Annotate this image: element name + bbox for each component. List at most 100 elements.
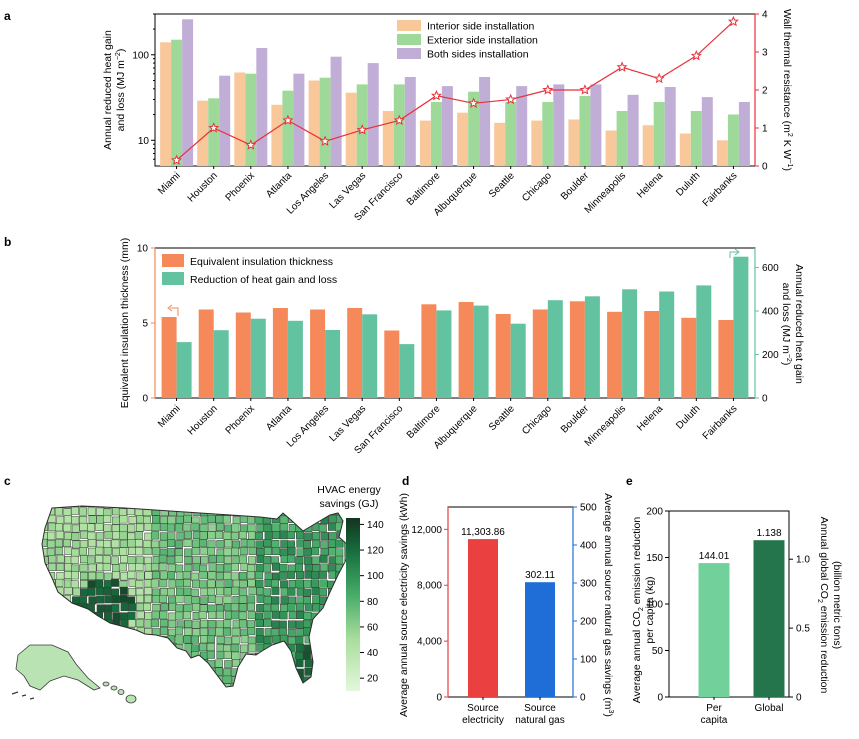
county-cell	[183, 667, 192, 676]
county-cell	[224, 660, 233, 669]
county-cell	[56, 572, 65, 581]
county-cell	[64, 532, 73, 541]
county-cell	[303, 548, 312, 557]
county-cell	[199, 539, 208, 548]
county-cell	[168, 612, 177, 621]
county-cell	[311, 683, 320, 687]
county-cell	[127, 532, 136, 541]
county-cell	[42, 580, 48, 589]
county-cell	[167, 571, 176, 580]
county-cell	[134, 539, 143, 548]
county-cell	[200, 556, 209, 565]
county-cell	[151, 588, 160, 597]
county-cell	[248, 507, 257, 516]
county-cell	[48, 555, 57, 564]
county-cell	[312, 644, 321, 653]
county-cell	[42, 572, 48, 581]
county-cell	[176, 508, 185, 517]
county-cell	[198, 611, 207, 620]
county-cell	[336, 619, 345, 628]
bar-a-1-11	[531, 120, 543, 166]
county-cell	[192, 628, 201, 637]
county-cell	[191, 620, 200, 629]
county-cell	[328, 514, 337, 523]
county-cell	[238, 619, 247, 628]
county-cell	[159, 562, 168, 571]
panel-d-left-ticks: 0 4,000 8,000 12,000	[411, 507, 449, 704]
bar-thickness-10	[495, 314, 511, 398]
county-cell	[223, 587, 232, 596]
county-cell	[175, 611, 184, 620]
county-cell	[166, 635, 175, 644]
county-cell	[287, 570, 296, 579]
county-cell	[311, 506, 320, 507]
bar-d-2	[525, 582, 555, 697]
county-cell	[103, 580, 112, 589]
county-cell	[279, 652, 288, 661]
county-cell	[96, 540, 105, 549]
county-cell	[247, 524, 256, 533]
county-cell	[311, 556, 320, 565]
b-xtick-label-1: Miami	[156, 403, 183, 430]
county-cell	[64, 626, 73, 635]
county-cell	[135, 563, 144, 572]
county-cell	[184, 619, 193, 628]
county-cell	[240, 635, 249, 644]
county-cell	[42, 538, 48, 547]
county-cell	[190, 683, 199, 687]
county-cell	[72, 540, 81, 549]
county-cell	[199, 596, 208, 605]
county-cell	[287, 603, 296, 612]
county-cell	[112, 612, 121, 621]
county-cell	[255, 571, 264, 580]
county-cell	[78, 628, 87, 637]
county-cell	[288, 611, 297, 620]
county-cell	[295, 515, 304, 524]
county-cell	[168, 619, 177, 628]
panel-e-chart: 144.01 1.138 0 50 100 150 200 0 0.5 1.0 Percapi…	[631, 507, 843, 727]
a-xtick-label-14: Helena	[635, 170, 665, 200]
county-cell	[118, 508, 127, 517]
county-cell	[191, 668, 200, 677]
d-ytick-label-1: 0	[436, 693, 442, 704]
county-cell	[192, 507, 201, 516]
b-xtick-label-2: Houston	[186, 403, 220, 437]
county-cell	[207, 587, 216, 596]
county-cell	[174, 555, 183, 564]
b-rtick-label-3: 400	[762, 307, 779, 318]
county-cell	[216, 555, 225, 564]
county-cell	[223, 595, 232, 604]
county-cell	[271, 651, 280, 660]
county-cell	[128, 515, 137, 524]
county-cell	[288, 668, 297, 677]
county-cell	[111, 626, 120, 635]
county-cell	[216, 522, 225, 531]
county-cell	[94, 627, 103, 636]
bar-reduction-9	[473, 305, 489, 398]
bar-a-2-9	[468, 91, 480, 166]
county-cell	[328, 539, 337, 548]
county-cell	[88, 539, 97, 548]
county-cell	[287, 620, 296, 629]
a-rtick-label-5: 4	[762, 10, 768, 21]
county-cell	[118, 563, 127, 572]
cb-tick-label-3: 60	[367, 622, 379, 633]
county-cell	[135, 547, 144, 556]
county-cell	[280, 668, 289, 677]
county-cell	[335, 548, 344, 557]
county-cell	[208, 563, 217, 572]
county-cell	[167, 506, 176, 509]
county-cell	[183, 530, 192, 539]
county-cell	[263, 596, 272, 605]
county-cell	[71, 532, 80, 541]
bar-a-1-15	[679, 133, 691, 166]
county-cell	[312, 603, 321, 612]
county-cell	[312, 539, 321, 548]
county-cell	[119, 667, 128, 676]
county-cell	[119, 539, 128, 548]
county-cell	[182, 571, 191, 580]
county-cell	[152, 595, 161, 604]
county-cell	[280, 596, 289, 605]
county-cell	[150, 652, 159, 661]
